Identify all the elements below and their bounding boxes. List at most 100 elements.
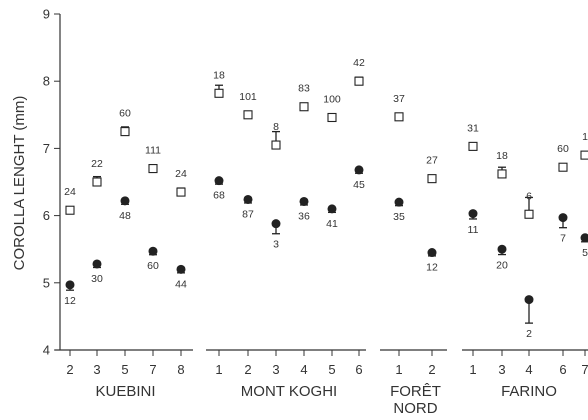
y-tick-label: 4 (43, 343, 50, 358)
square-marker (580, 150, 588, 160)
sample-size-label: 2 (526, 328, 532, 340)
group-label: MONT KOGHI (241, 383, 337, 400)
sample-size-label: 100 (323, 93, 341, 105)
x-tick-label: 4 (525, 362, 532, 377)
x-tick-label: 5 (328, 362, 335, 377)
square-marker (427, 174, 437, 184)
sample-size-label: 68 (213, 190, 225, 202)
square-marker (524, 209, 534, 219)
sample-size-label: 3 (273, 239, 279, 251)
data-marks: 2412223060481116024441868101878383361004… (64, 57, 588, 340)
sample-size-label: 18 (213, 69, 225, 81)
x-tick-label: 7 (149, 362, 156, 377)
x-tick-label: 6 (559, 362, 566, 377)
sample-size-label: 44 (175, 278, 187, 290)
x-tick-label: 2 (244, 362, 251, 377)
group-label: NORD (393, 400, 437, 417)
sample-size-label: 37 (393, 93, 405, 105)
circle-marker (558, 213, 568, 223)
sample-size-label: 24 (64, 186, 76, 198)
x-tick-label: 7 (581, 362, 588, 377)
circle-marker (176, 264, 186, 274)
x-tick-label: 1 (215, 362, 222, 377)
group-label: FORÊT (390, 383, 441, 400)
y-axis-label: COROLLA LENGHT (mm) (11, 96, 28, 271)
square-marker (148, 164, 158, 174)
square-marker (92, 177, 102, 187)
sample-size-label: 1 (582, 131, 588, 143)
sample-size-label: 60 (557, 143, 569, 155)
circle-marker (580, 233, 588, 243)
square-marker (176, 187, 186, 197)
sample-size-label: 30 (91, 273, 103, 285)
sample-size-label: 87 (242, 208, 254, 220)
square-marker (299, 102, 309, 112)
sample-size-label: 24 (175, 168, 187, 180)
square-marker (214, 88, 224, 98)
square-marker (468, 141, 478, 151)
x-tick-label: 4 (300, 362, 307, 377)
circle-marker (214, 176, 224, 186)
x-tick-label: 2 (428, 362, 435, 377)
circle-marker (354, 165, 364, 175)
square-marker (354, 76, 364, 86)
square-marker (271, 140, 281, 150)
y-tick-label: 6 (43, 208, 50, 223)
square-marker (497, 169, 507, 179)
sample-size-label: 20 (496, 260, 508, 272)
sample-size-label: 11 (468, 224, 479, 236)
circle-marker (299, 196, 309, 206)
y-tick-label: 5 (43, 275, 50, 290)
sample-size-label: 60 (147, 260, 159, 272)
y-tick-label: 9 (43, 7, 50, 22)
sample-size-label: 101 (239, 91, 257, 103)
square-marker (243, 110, 253, 120)
circle-marker (497, 244, 507, 254)
sample-size-label: 6 (526, 190, 532, 202)
sample-size-label: 35 (393, 211, 405, 223)
circle-marker (427, 248, 437, 258)
x-tick-label: 2 (66, 362, 73, 377)
group-label: KUEBINI (95, 383, 155, 400)
x-tick-label: 1 (469, 362, 476, 377)
square-marker (65, 205, 75, 215)
sample-size-label: 83 (298, 83, 310, 95)
sample-size-label: 7 (560, 233, 566, 245)
circle-marker (524, 295, 534, 305)
circle-marker (92, 259, 102, 269)
sample-size-label: 12 (426, 262, 438, 274)
sample-size-label: 31 (467, 122, 479, 134)
circle-marker (327, 204, 337, 214)
square-marker (394, 112, 404, 122)
x-tick-label: 8 (177, 362, 184, 377)
x-tick-label: 3 (93, 362, 100, 377)
y-tick-label: 8 (43, 74, 50, 89)
sample-size-label: 45 (353, 179, 365, 191)
sample-size-label: 42 (353, 57, 365, 69)
x-tick-label: 6 (355, 362, 362, 377)
x-tick-label: 3 (498, 362, 505, 377)
sample-size-label: 22 (91, 158, 103, 170)
sample-size-label: 12 (64, 295, 76, 307)
circle-marker (148, 246, 158, 256)
x-tick-label: 5 (121, 362, 128, 377)
circle-marker (394, 197, 404, 207)
group-label: FARINO (501, 383, 557, 400)
square-marker (558, 162, 568, 172)
sample-size-label: 8 (273, 121, 279, 133)
sample-size-label: 48 (119, 210, 131, 222)
y-tick-label: 7 (43, 141, 50, 156)
circle-marker (243, 194, 253, 204)
x-tick-label: 1 (395, 362, 402, 377)
circle-marker (271, 219, 281, 229)
sample-size-label: 27 (426, 155, 438, 167)
sample-size-label: 41 (326, 218, 338, 230)
sample-size-label: 36 (298, 210, 310, 222)
sample-size-label: 111 (145, 145, 161, 157)
sample-size-label: 60 (119, 108, 131, 120)
circle-marker (65, 280, 75, 290)
sample-size-label: 5 (582, 247, 588, 259)
square-marker (120, 127, 130, 137)
circle-marker (468, 209, 478, 219)
